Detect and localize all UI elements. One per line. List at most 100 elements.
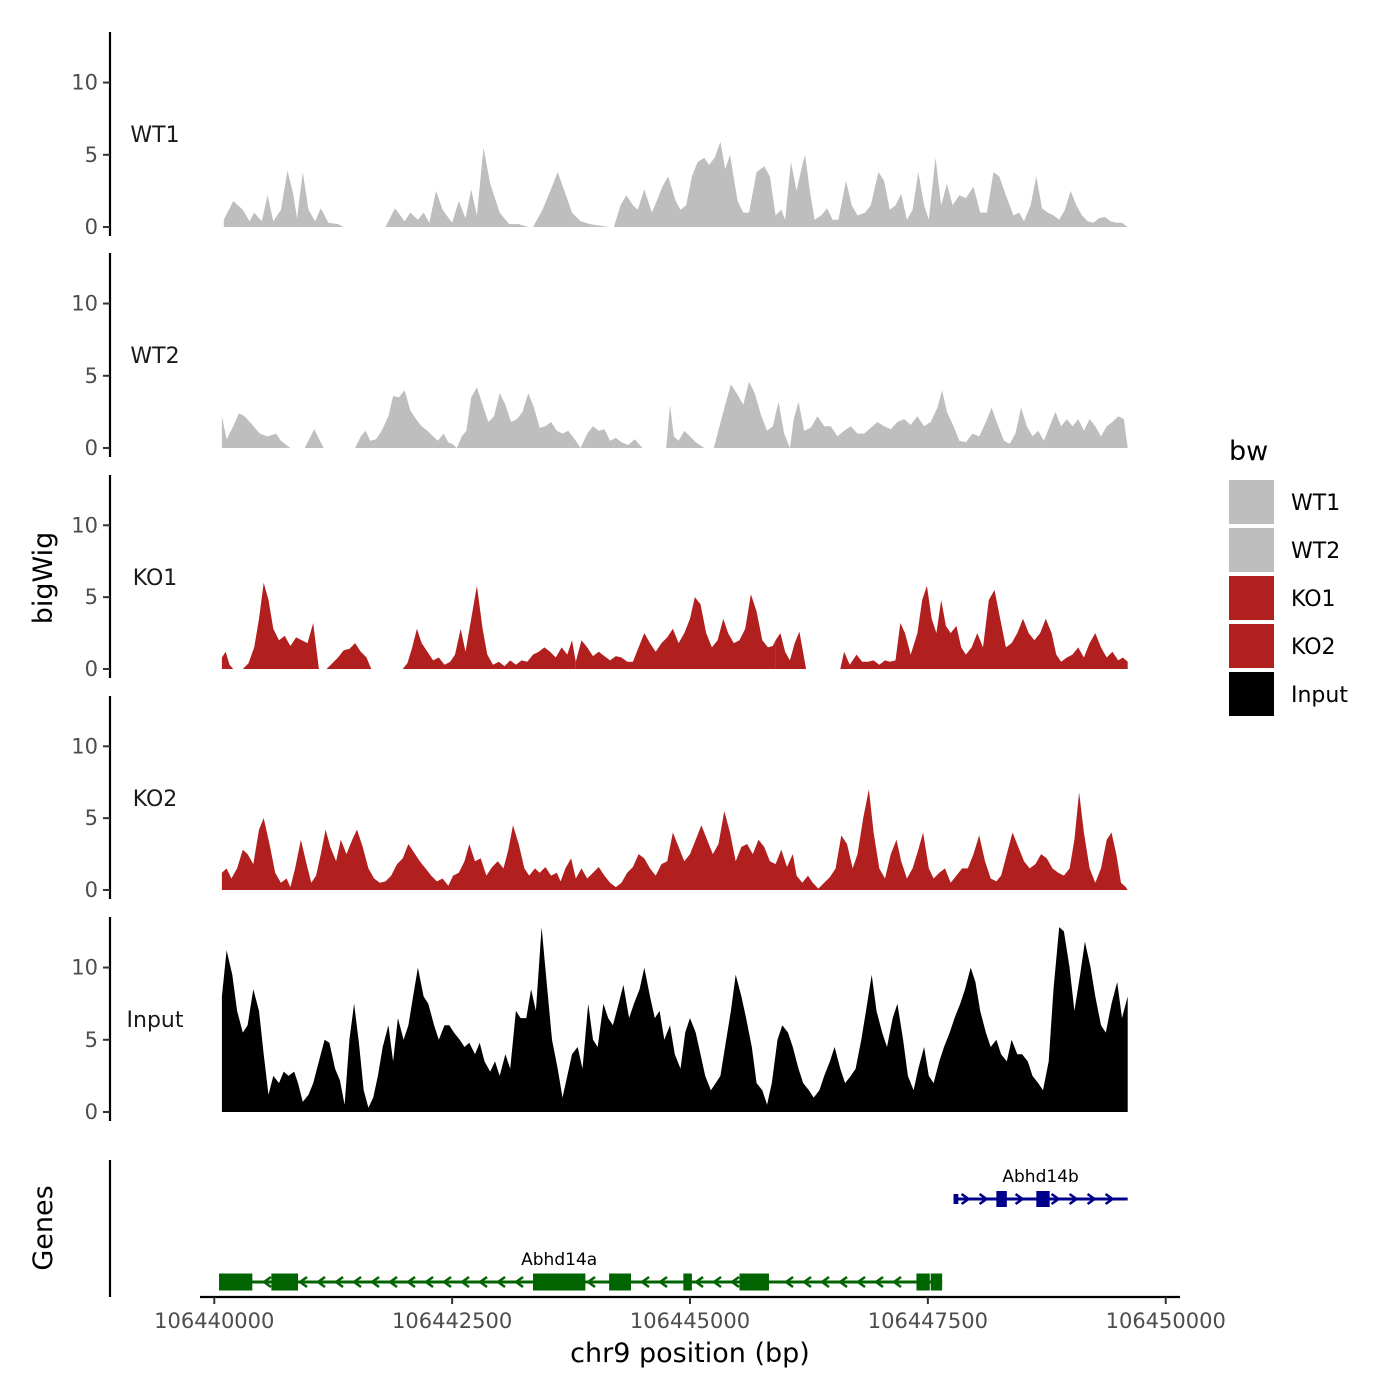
strand-chevron [369,1275,380,1289]
strand-chevron [477,1275,488,1289]
strand-chevron [387,1275,398,1289]
coverage-area-segment [775,631,807,669]
x-tick-label: 106450000 [1106,1309,1226,1333]
strand-chevron [315,1275,326,1289]
legend: bw WT1 WT2 KO1 KO2 Input [1229,436,1348,716]
strand-chevron [783,1275,794,1289]
strand-chevron [801,1275,812,1289]
coverage-area-segment [223,170,344,227]
strand-chevron [711,1275,722,1289]
strand-chevron [585,1275,596,1289]
legend-label-ko1: KO1 [1291,587,1336,612]
coverage-area-segment [789,390,1128,448]
track-ko2: 0 5 10 KO2 [71,696,1128,902]
y-tick-label: 0 [85,436,98,460]
coverage-area-segment [385,147,529,227]
y-tick-label: 10 [71,513,98,537]
exon-block [609,1273,632,1291]
y-tick-label: 10 [71,956,98,980]
legend-label-input: Input [1291,683,1348,708]
strand-chevron [1014,1192,1025,1206]
exon-block [996,1191,1007,1207]
coverage-area-segment [402,585,576,669]
strand-chevron [297,1275,308,1289]
exon-block [683,1273,692,1291]
exon-block [739,1273,769,1291]
y-tick-label: 0 [85,215,98,239]
gene-label: Abhd14a [521,1250,597,1270]
legend-swatch-wt2 [1229,528,1274,572]
exon-block [953,1194,959,1204]
strand-chevron [423,1275,434,1289]
track-input: 0 5 10 Input [71,917,1128,1124]
coverage-area-segment [840,585,1128,669]
strand-chevron [513,1275,524,1289]
x-tick-label: 106445000 [630,1309,750,1333]
track-label: WT2 [130,344,179,369]
coverage-area-segment [713,381,790,448]
strand-chevron [855,1275,866,1289]
legend-swatch-ko1 [1229,576,1274,620]
strand-chevron [960,1192,971,1206]
y-tick-label: 5 [85,143,98,167]
strand-chevron [495,1275,506,1289]
strand-chevron [891,1275,902,1289]
strand-chevron [1086,1192,1097,1206]
y-tick-label: 10 [71,734,98,758]
coverage-area-segment [533,172,610,227]
coverage-area-segment [221,927,1128,1112]
coverage-tracks: 0 5 10 WT1 0 5 10 WT2 0 5 10 KO1 0 5 10 KO2 0 5 10 Input [71,32,1128,1124]
strand-chevron [441,1275,452,1289]
legend-swatch-wt1 [1229,480,1274,524]
legend-swatch-ko2 [1229,624,1274,668]
coverage-area-segment [666,404,705,448]
y-tick-label: 0 [85,1100,98,1124]
legend-swatch-input [1229,672,1274,716]
legend-label-wt2: WT2 [1291,539,1340,564]
y-tick-label: 5 [85,364,98,388]
x-tick-label: 106447500 [868,1309,988,1333]
legend-label-ko2: KO2 [1291,635,1336,660]
y-tick-label: 0 [85,657,98,681]
track-wt2: 0 5 10 WT2 [71,253,1128,460]
x-axis: 106440000 106442500 106445000 106447500 1064… [154,1295,1226,1333]
gene-abhd14b: Abhd14b [953,1167,1128,1207]
track-label: KO1 [133,566,178,591]
y-tick-label: 10 [71,71,98,95]
track-label: Input [127,1008,184,1033]
coverage-area-segment [221,651,234,669]
exon-block [916,1273,930,1291]
y-tick-label: 5 [85,806,98,830]
strand-chevron [459,1275,470,1289]
x-tick-label: 106440000 [154,1309,274,1333]
strand-chevron [261,1275,272,1289]
legend-title: bw [1229,436,1268,467]
gene-panel-title: Genes [28,1185,59,1270]
exon-block [271,1273,298,1291]
y-axis-title: bigWig [28,532,59,625]
coverage-area-segment [613,141,1128,227]
y-tick-label: 5 [85,585,98,609]
track-label: KO2 [133,787,178,812]
strand-chevron [873,1275,884,1289]
gene-label: Abhd14b [1002,1167,1078,1187]
exon-block [1036,1191,1050,1207]
strand-chevron [657,1275,668,1289]
strand-chevron [978,1192,989,1206]
y-tick-label: 10 [71,292,98,316]
strand-chevron [1104,1192,1115,1206]
coverage-area-segment [580,426,643,448]
coverage-area-segment [221,413,291,448]
track-label: WT1 [130,123,179,148]
exon-block [219,1273,253,1291]
y-tick-label: 5 [85,1028,98,1052]
legend-label-wt1: WT1 [1291,491,1340,516]
x-axis-title: chr9 position (bp) [570,1338,810,1369]
strand-chevron [333,1275,344,1289]
strand-chevron [639,1275,650,1289]
coverage-area-segment [575,594,776,669]
strand-chevron [693,1275,704,1289]
y-tick-label: 0 [85,878,98,902]
strand-chevron [837,1275,848,1289]
